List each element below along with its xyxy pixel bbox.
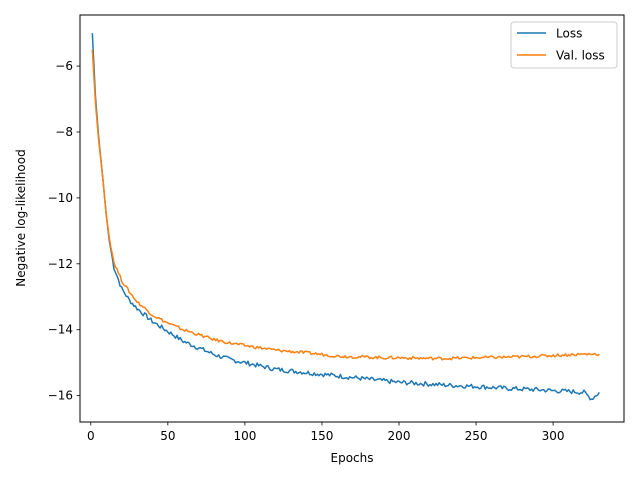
legend-label-loss: Loss: [556, 27, 582, 41]
y-tick-label: −16: [48, 389, 73, 403]
series-line-loss: [91, 33, 600, 401]
y-tick-label: −6: [55, 59, 73, 73]
y-tick-label: −8: [55, 125, 73, 139]
x-tick-label: 250: [465, 429, 488, 443]
y-tick-label: −10: [48, 191, 73, 205]
x-axis-ticks: 0 50 100 150 200 250 300: [87, 422, 565, 443]
y-axis-label: Negative log-likelihood: [14, 149, 28, 286]
legend: Loss Val. loss: [510, 21, 618, 69]
legend-label-val-loss: Val. loss: [556, 49, 605, 63]
y-tick-label: −14: [48, 323, 73, 337]
series-line-val-loss: [91, 49, 600, 361]
x-axis-label: Epochs: [331, 451, 374, 465]
series-lines: [91, 33, 600, 401]
axes-frame: [79, 14, 625, 423]
x-tick-label: 150: [310, 429, 333, 443]
x-tick-label: 100: [233, 429, 256, 443]
x-tick-label: 200: [388, 429, 411, 443]
x-tick-label: 50: [160, 429, 175, 443]
x-tick-label: 0: [87, 429, 95, 443]
x-tick-label: 300: [542, 429, 565, 443]
y-tick-label: −12: [48, 257, 73, 271]
y-axis-ticks: −16 −14 −12 −10 −8 −6: [48, 59, 80, 403]
